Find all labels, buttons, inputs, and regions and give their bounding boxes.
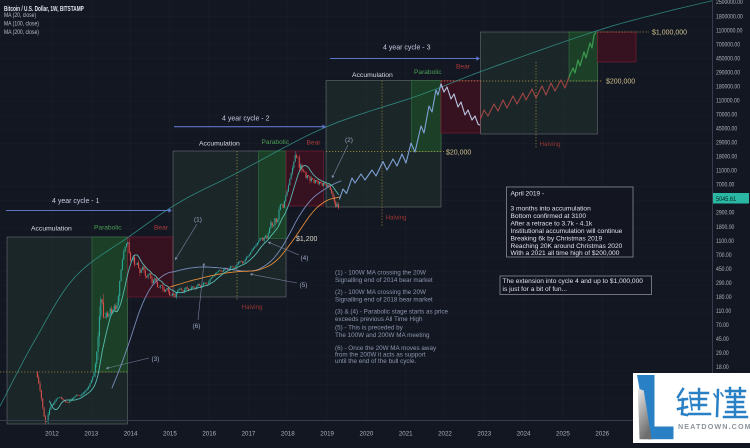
svg-text:Bitcoin / U.S. Dollar, 1W, BIT: Bitcoin / U.S. Dollar, 1W, BITSTAMP: [4, 6, 84, 13]
svg-text:45.00: 45.00: [716, 337, 729, 343]
svg-text:29000.00: 29000.00: [716, 140, 737, 146]
svg-text:2024: 2024: [517, 431, 531, 438]
svg-text:April 2019 -: April 2019 -: [511, 191, 545, 198]
svg-text:4 year cycle - 2: 4 year cycle - 2: [222, 116, 270, 123]
svg-text:1800000.00: 1800000.00: [716, 14, 743, 20]
svg-text:Signalling end of 2018 bear ma: Signalling end of 2018 bear market: [335, 297, 433, 304]
svg-text:Bottom confirmed at 3100: Bottom confirmed at 3100: [511, 213, 587, 220]
svg-text:2019: 2019: [320, 431, 334, 438]
svg-text:(6) - Once the 20W MA moves aw: (6) - Once the 20W MA moves away: [335, 345, 437, 352]
svg-text:450000.00: 450000.00: [716, 56, 740, 62]
svg-text:Accumulation: Accumulation: [352, 72, 393, 79]
svg-text:70.00: 70.00: [716, 323, 729, 329]
svg-text:$20,000: $20,000: [446, 150, 471, 157]
svg-text:MA (100, close): MA (100, close): [4, 21, 39, 28]
svg-text:110.00: 110.00: [716, 309, 731, 315]
svg-text:110000.00: 110000.00: [716, 98, 740, 104]
svg-text:Accumulation: Accumulation: [199, 141, 240, 148]
svg-text:4 year cycle - 3: 4 year cycle - 3: [383, 45, 431, 52]
svg-text:18.00: 18.00: [716, 365, 729, 371]
svg-text:700.00: 700.00: [716, 253, 732, 259]
svg-text:(4): (4): [301, 255, 309, 262]
svg-text:(1): (1): [194, 217, 202, 224]
svg-text:2012: 2012: [45, 431, 59, 438]
svg-text:Signalling end of 2014 bear ma: Signalling end of 2014 bear market: [335, 277, 433, 284]
svg-text:The 100W and 200W MA meeting: The 100W and 200W MA meeting: [335, 332, 430, 339]
svg-text:(5) - This is preceded by: (5) - This is preceded by: [335, 325, 404, 332]
svg-text:180.00: 180.00: [716, 295, 732, 301]
svg-text:7000.00: 7000.00: [716, 182, 734, 188]
svg-text:290000.00: 290000.00: [716, 70, 740, 76]
svg-text:Bear: Bear: [456, 64, 471, 71]
svg-text:2022: 2022: [438, 431, 452, 438]
svg-text:MA (20, close): MA (20, close): [4, 12, 36, 19]
svg-text:2025: 2025: [556, 431, 570, 438]
svg-text:2900.00: 2900.00: [716, 210, 734, 216]
svg-text:2021: 2021: [399, 431, 413, 438]
svg-text:Breaking 6k by Christmas 2019: Breaking 6k by Christmas 2019: [511, 235, 603, 242]
svg-text:Bear: Bear: [307, 140, 322, 147]
svg-text:$1,000,000: $1,000,000: [652, 30, 687, 37]
svg-text:exceeds previous All Time High: exceeds previous All Time High: [335, 316, 423, 323]
svg-text:70000.00: 70000.00: [716, 112, 737, 118]
svg-text:Parabolic: Parabolic: [262, 139, 290, 146]
svg-text:5045.61: 5045.61: [716, 197, 736, 203]
svg-text:18000.00: 18000.00: [716, 154, 737, 160]
svg-text:45000.00: 45000.00: [716, 126, 737, 132]
svg-text:$200,000: $200,000: [606, 79, 635, 86]
svg-text:Parabolic: Parabolic: [94, 225, 122, 232]
svg-text:700000.00: 700000.00: [716, 42, 740, 48]
svg-text:2023: 2023: [477, 431, 491, 438]
svg-text:Bear: Bear: [154, 225, 169, 232]
svg-text:3 months into accumulation: 3 months into accumulation: [511, 206, 592, 213]
svg-text:(3): (3): [152, 356, 160, 363]
svg-text:2014: 2014: [124, 431, 138, 438]
svg-text:With a 2021 all time high of $: With a 2021 all time high of $200,000: [511, 250, 620, 257]
svg-text:(3) & (4) - Parabolic stage st: (3) & (4) - Parabolic stage starts as pr…: [335, 309, 449, 316]
svg-text:29.00: 29.00: [716, 351, 729, 357]
svg-text:(5): (5): [300, 282, 308, 289]
svg-text:After a retrace to 3.7k - 4.1k: After a retrace to 3.7k - 4.1k: [511, 220, 593, 227]
svg-text:1800.00: 1800.00: [716, 225, 734, 231]
svg-text:290.00: 290.00: [716, 281, 732, 287]
svg-text:1100.00: 1100.00: [716, 239, 734, 245]
svg-text:(2): (2): [345, 137, 353, 144]
svg-text:4 year cycle - 1: 4 year cycle - 1: [52, 198, 100, 205]
svg-text:Halving: Halving: [242, 304, 263, 311]
svg-text:(6): (6): [193, 323, 201, 330]
svg-text:Reaching 20K around Christmas: Reaching 20K around Christmas 2020: [511, 243, 623, 250]
svg-text:450.00: 450.00: [716, 267, 732, 273]
svg-text:2013: 2013: [84, 431, 98, 438]
svg-text:(2) - 100W MA crossing the 20W: (2) - 100W MA crossing the 20W: [335, 289, 426, 296]
svg-text:Parabolic: Parabolic: [414, 69, 442, 76]
svg-text:until the end of the bull cycl: until the end of the bull cycle.: [335, 358, 416, 365]
svg-text:1100000.00: 1100000.00: [716, 28, 742, 34]
svg-text:2015: 2015: [163, 431, 177, 438]
svg-text:180000.00: 180000.00: [716, 84, 740, 90]
svg-text:11000.00: 11000.00: [716, 168, 737, 174]
svg-text:The extension into cycle 4 and: The extension into cycle 4 and up to $1,…: [503, 278, 644, 285]
svg-text:2500000.00: 2500000.00: [716, 0, 743, 6]
svg-text:Halving: Halving: [540, 141, 561, 148]
svg-text:Accumulation: Accumulation: [31, 226, 72, 233]
svg-text:Halving: Halving: [386, 215, 407, 222]
svg-text:$1,200: $1,200: [296, 236, 318, 243]
svg-text:NEATDOWN.COM: NEATDOWN.COM: [678, 422, 750, 431]
svg-text:Institutional accumulation wil: Institutional accumulation will continue: [511, 228, 623, 235]
svg-text:2026: 2026: [595, 431, 609, 438]
svg-text:2017: 2017: [242, 431, 256, 438]
svg-text:is just for a bit of fun...: is just for a bit of fun...: [503, 286, 568, 293]
svg-text:MA (200, close): MA (200, close): [4, 30, 39, 37]
svg-text:2016: 2016: [202, 431, 216, 438]
svg-text:2020: 2020: [360, 431, 374, 438]
svg-text:2018: 2018: [281, 431, 295, 438]
svg-text:from the 200W it acts as suppo: from the 200W it acts as support: [335, 352, 426, 359]
svg-text:(1) - 100W MA crossing the 20W: (1) - 100W MA crossing the 20W: [335, 270, 426, 277]
